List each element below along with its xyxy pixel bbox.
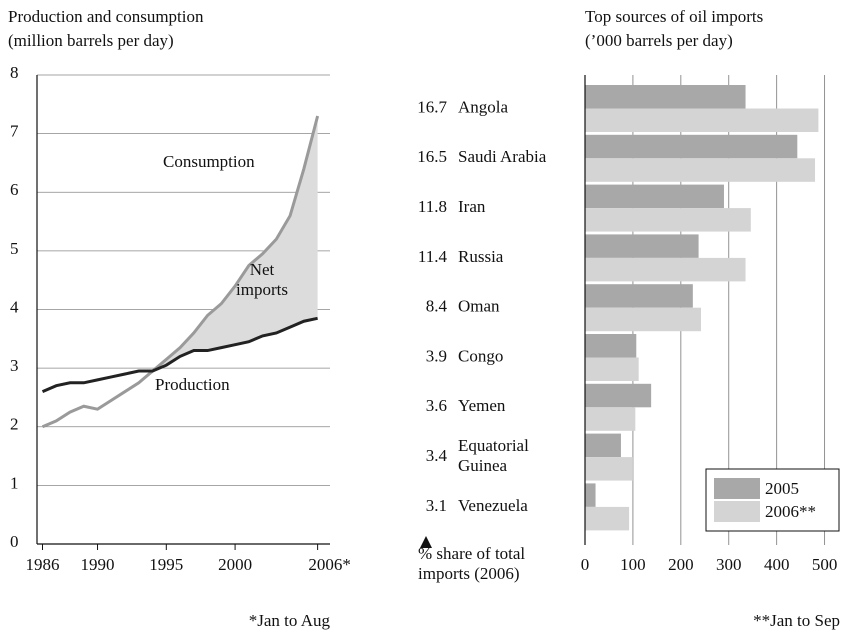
x-tick-label: 1986 [26, 555, 60, 574]
series-label: Consumption [163, 152, 255, 171]
y-tick-label: 6 [10, 180, 19, 199]
share-label: 3.6 [426, 396, 447, 415]
bar [585, 158, 816, 182]
category-label: Equatorial Guinea [458, 436, 529, 475]
bar [585, 334, 637, 358]
legend-swatch [714, 478, 760, 499]
chart-subtitle: (million barrels per day) [8, 31, 174, 50]
share-label: 3.1 [426, 496, 447, 515]
bar [585, 457, 633, 481]
x-tick-label: 500 [812, 555, 838, 574]
bar [585, 383, 652, 408]
bar [585, 184, 724, 209]
bar [585, 506, 630, 531]
series-label: Production [155, 375, 230, 394]
net-imports-area [42, 116, 318, 392]
x-tick-label: 1990 [81, 555, 115, 574]
legend-label: 2006** [765, 502, 816, 521]
category-label: Venezuela [458, 496, 528, 515]
y-tick-label: 7 [10, 122, 19, 141]
category-label: Congo [458, 346, 503, 365]
x-tick-label: 1995 [149, 555, 183, 574]
x-tick-label: 200 [668, 555, 694, 574]
chart-subtitle: (’000 barrels per day) [585, 31, 733, 50]
share-label: 11.8 [418, 197, 447, 216]
x-tick-label: 300 [716, 555, 742, 574]
share-label: 16.7 [417, 97, 447, 116]
bar [585, 483, 596, 507]
series-line [41, 316, 318, 393]
x-tick-label: 400 [764, 555, 790, 574]
share-label: 11.4 [418, 247, 448, 266]
bar [585, 357, 639, 381]
x-tick-label: 100 [620, 555, 646, 574]
x-tick-label: 2000 [218, 555, 252, 574]
y-tick-label: 4 [10, 297, 19, 316]
bar [585, 208, 751, 232]
category-label: Angola [458, 97, 509, 116]
bar [585, 108, 819, 132]
category-label: Russia [458, 247, 504, 266]
y-tick-label: 0 [10, 532, 19, 551]
marker-triangle [420, 536, 432, 548]
share-label: 3.4 [426, 446, 448, 465]
legend-swatch [714, 501, 760, 522]
bar [585, 85, 746, 109]
footnote: **Jan to Sep [753, 611, 840, 630]
category-label: Saudi Arabia [458, 147, 547, 166]
category-label: Iran [458, 197, 486, 216]
y-tick-label: 2 [10, 415, 19, 434]
bar [585, 407, 636, 431]
bar [585, 307, 701, 332]
bar [585, 234, 699, 258]
y-tick-label: 1 [10, 473, 19, 492]
chart-title: Top sources of oil imports [585, 7, 763, 26]
share-label: 16.5 [417, 147, 447, 166]
y-tick-label: 3 [10, 356, 19, 375]
category-label: Oman [458, 297, 500, 316]
series-line [41, 115, 320, 429]
bar [585, 134, 798, 159]
chart-title: Production and consumption [8, 7, 204, 26]
legend-label: 2005 [765, 479, 799, 498]
annotation: Net imports [236, 260, 288, 299]
share-label: 8.4 [426, 297, 448, 316]
y-tick-label: 8 [10, 63, 19, 82]
footnote: *Jan to Aug [249, 611, 331, 630]
share-label: 3.9 [426, 346, 447, 365]
bar [585, 257, 746, 282]
bar [585, 433, 621, 458]
x-tick-label: 2006* [308, 555, 351, 574]
x-tick-label: 0 [581, 555, 590, 574]
y-tick-label: 5 [10, 239, 19, 258]
bar [585, 284, 693, 308]
category-label: Yemen [458, 396, 506, 415]
shares-label: % share of total imports (2006) [418, 544, 525, 583]
